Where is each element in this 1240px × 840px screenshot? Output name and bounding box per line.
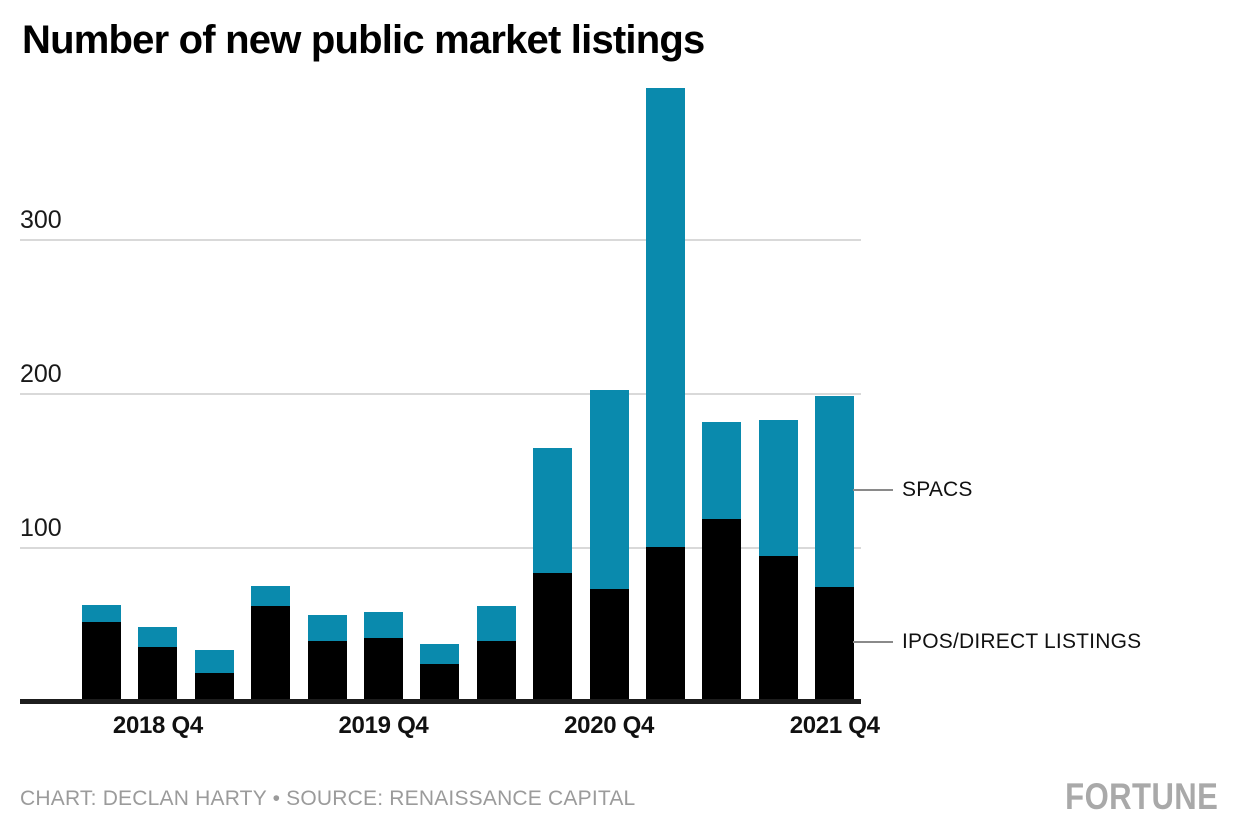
x-tick-label-2019-q4: 2019 Q4	[338, 712, 429, 739]
bar-segment-ipo-2020-q2	[477, 641, 516, 701]
bar-segment-ipo-2019-q3	[308, 641, 347, 701]
bar-segment-spac-2021-q4	[815, 396, 854, 587]
bar-segment-spac-2020-q3	[533, 448, 572, 573]
ipos-label: IPOS/DIRECT LISTINGS	[902, 630, 1142, 653]
bar-segment-spac-2018-q4	[138, 627, 177, 647]
bar-segment-spac-2021-q3	[759, 420, 798, 556]
y-tick-label-200: 200	[20, 360, 62, 388]
bar-segment-ipo-2020-q1	[420, 664, 459, 701]
y-tick-label-100: 100	[20, 514, 62, 542]
bar-segment-ipo-2018-q4	[138, 647, 177, 701]
fortune-logo: FORTUNE	[1064, 776, 1218, 817]
bar-segment-spac-2019-q3	[308, 615, 347, 641]
gridline-300	[20, 239, 861, 241]
bar-segment-ipo-2021-q1	[646, 547, 685, 701]
bar-segment-spac-2021-q2	[702, 422, 741, 519]
bar-segment-ipo-2019-q1	[195, 673, 234, 701]
bar-segment-spac-2021-q1	[646, 88, 685, 547]
bar-segment-ipo-2021-q2	[702, 519, 741, 701]
bar-segment-spac-2020-q2	[477, 606, 516, 641]
x-axis-line	[20, 699, 861, 704]
y-tick-label-300: 300	[20, 206, 62, 234]
bar-segment-ipo-2020-q3	[533, 573, 572, 701]
gridline-200	[20, 393, 861, 395]
annotation-ipos: IPOS/DIRECT LISTINGS	[853, 629, 1141, 655]
x-tick-label-2021-q4: 2021 Q4	[789, 712, 880, 739]
bar-segment-ipo-2020-q4	[590, 589, 629, 701]
gridline-100	[20, 547, 861, 549]
credit-line: CHART: DECLAN HARTY • SOURCE: RENAISSANC…	[20, 787, 636, 810]
bar-segment-spac-2020-q1	[420, 644, 459, 664]
bar-segment-ipo-2019-q4	[364, 638, 403, 701]
ipos-leader-line	[853, 641, 893, 643]
bar-segment-ipo-2021-q4	[815, 587, 854, 701]
chart-title: Number of new public market listings	[22, 18, 705, 62]
bar-segment-spac-2019-q2	[251, 586, 290, 606]
bar-segment-ipo-2018-q3	[82, 622, 121, 701]
spacs-leader-line	[853, 489, 893, 491]
bar-segment-ipo-2021-q3	[759, 556, 798, 701]
x-tick-label-2020-q4: 2020 Q4	[564, 712, 655, 739]
bar-segment-spac-2019-q1	[195, 650, 234, 673]
annotation-spacs: SPACS	[853, 477, 973, 503]
bar-segment-spac-2018-q3	[82, 605, 121, 622]
x-tick-label-2018-q4: 2018 Q4	[112, 712, 203, 739]
bar-segment-ipo-2019-q2	[251, 606, 290, 701]
bar-segment-spac-2019-q4	[364, 612, 403, 638]
bar-segment-spac-2020-q4	[590, 390, 629, 589]
spacs-label: SPACS	[902, 478, 973, 501]
